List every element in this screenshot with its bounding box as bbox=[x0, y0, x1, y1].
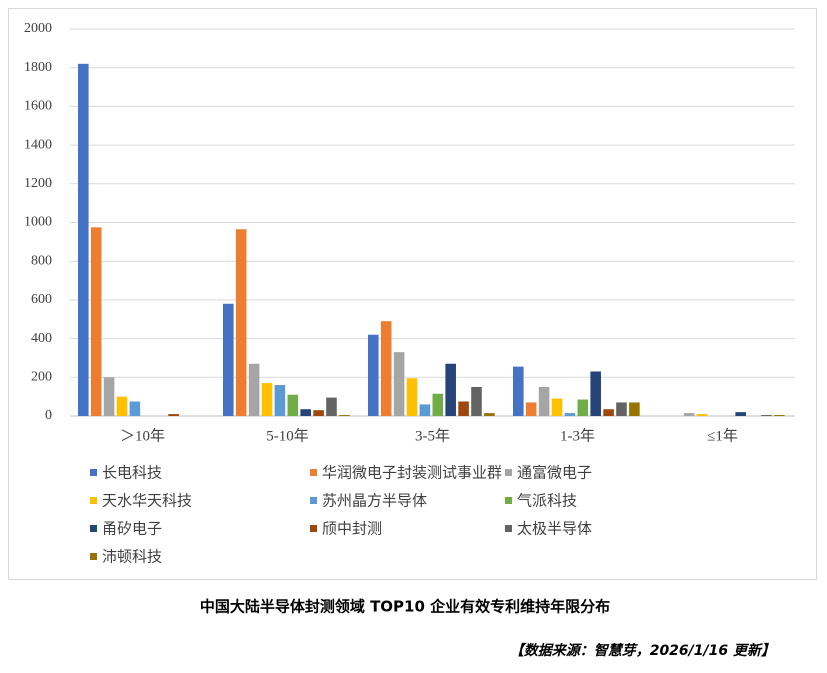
bar bbox=[300, 409, 311, 416]
y-tick-label: 1800 bbox=[24, 60, 52, 75]
bar bbox=[458, 401, 469, 416]
y-tick-label: 1400 bbox=[24, 137, 52, 152]
bar bbox=[564, 413, 576, 416]
bar bbox=[683, 413, 695, 416]
bar bbox=[90, 227, 102, 416]
bar bbox=[287, 394, 299, 416]
bar bbox=[223, 303, 234, 416]
chart-frame bbox=[8, 8, 817, 580]
legend-label: 甬矽电子 bbox=[102, 520, 162, 538]
bar bbox=[616, 402, 627, 416]
legend-swatch bbox=[505, 525, 512, 532]
bar bbox=[406, 378, 418, 416]
bar bbox=[393, 352, 405, 416]
legend-label: 沛顿科技 bbox=[102, 548, 162, 566]
legend-label: 苏州晶方半导体 bbox=[322, 492, 427, 510]
x-tick-label: 5-10年 bbox=[266, 427, 309, 444]
legend-label: 气派科技 bbox=[517, 492, 577, 510]
bar bbox=[735, 412, 746, 416]
y-tick-label: 600 bbox=[31, 292, 52, 307]
legend-swatch bbox=[310, 525, 317, 532]
bar bbox=[484, 413, 495, 416]
bar bbox=[629, 402, 640, 416]
legend-label: 天水华天科技 bbox=[102, 492, 192, 510]
legend-swatch bbox=[310, 497, 317, 504]
bar bbox=[78, 63, 89, 417]
x-tick-label: ≤1年 bbox=[707, 427, 738, 444]
bar bbox=[419, 404, 431, 416]
bar bbox=[261, 383, 273, 416]
x-tick-label: 1-3年 bbox=[560, 427, 595, 444]
y-tick-label: 1000 bbox=[24, 215, 52, 230]
bar bbox=[326, 397, 337, 416]
y-tick-label: 2000 bbox=[24, 21, 52, 36]
legend-label: 太极半导体 bbox=[517, 520, 592, 538]
legend-label: 华润微电子封装测试事业群 bbox=[322, 464, 502, 482]
bar bbox=[603, 409, 614, 416]
bar bbox=[761, 415, 772, 416]
legend-swatch bbox=[310, 469, 317, 476]
bar bbox=[235, 229, 247, 416]
y-tick-label: 200 bbox=[31, 370, 52, 385]
bar bbox=[525, 402, 537, 416]
bar bbox=[168, 414, 179, 416]
chart-title: 中国大陆半导体封测领域 TOP10 企业有效专利维持年限分布 bbox=[200, 598, 610, 616]
bar bbox=[274, 385, 286, 416]
bar bbox=[445, 363, 456, 416]
legend-swatch bbox=[90, 469, 97, 476]
legend-swatch bbox=[90, 497, 97, 504]
bar bbox=[471, 386, 482, 416]
bar bbox=[103, 377, 115, 416]
bar bbox=[551, 398, 563, 416]
legend-label: 颀中封测 bbox=[322, 520, 382, 538]
legend-label: 通富微电子 bbox=[517, 464, 592, 482]
y-tick-label: 0 bbox=[45, 408, 52, 423]
y-tick-label: 1600 bbox=[24, 99, 52, 114]
x-tick-label: ＞10年 bbox=[120, 427, 165, 444]
source-note: 【数据来源：智慧芽，2026/1/16 更新】 bbox=[510, 642, 775, 659]
legend-swatch bbox=[90, 553, 97, 560]
bar bbox=[380, 321, 392, 416]
bar bbox=[248, 363, 260, 416]
bar bbox=[577, 399, 589, 416]
legend-swatch bbox=[505, 497, 512, 504]
x-tick-label: 3-5年 bbox=[415, 427, 450, 444]
bar bbox=[368, 334, 379, 416]
bar bbox=[513, 366, 524, 416]
bar bbox=[313, 410, 324, 416]
bar bbox=[116, 396, 128, 416]
legend-swatch bbox=[505, 469, 512, 476]
bar bbox=[432, 393, 444, 416]
y-tick-label: 400 bbox=[31, 331, 52, 346]
legend-label: 长电科技 bbox=[102, 464, 162, 482]
bar bbox=[696, 414, 708, 416]
bar bbox=[129, 401, 141, 416]
bar bbox=[774, 415, 785, 416]
y-tick-label: 1200 bbox=[24, 176, 52, 191]
bar bbox=[538, 386, 550, 416]
y-tick-label: 800 bbox=[31, 253, 52, 268]
bar bbox=[590, 371, 601, 416]
legend-swatch bbox=[90, 525, 97, 532]
bar bbox=[339, 415, 350, 416]
